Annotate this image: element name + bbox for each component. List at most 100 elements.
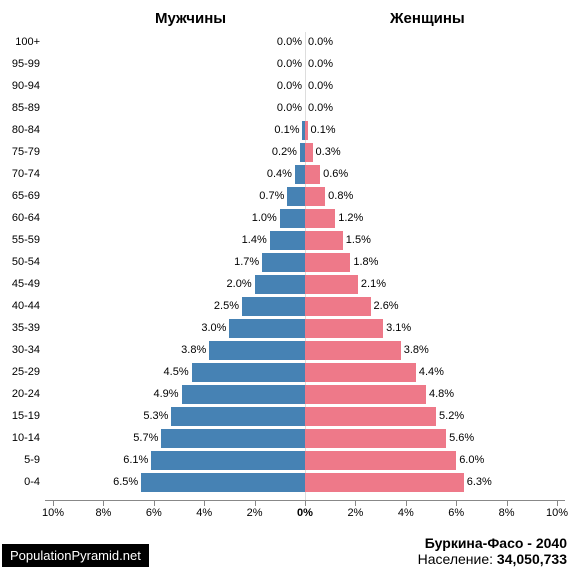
female-bar (305, 297, 371, 316)
male-title: Мужчины (155, 10, 226, 27)
male-value: 4.9% (153, 388, 178, 400)
female-value: 5.2% (439, 410, 464, 422)
male-bar (182, 385, 305, 404)
male-value: 0.0% (277, 102, 302, 114)
male-value: 0.1% (274, 124, 299, 136)
female-value: 6.0% (459, 454, 484, 466)
pyramid-row: 55-591.4%1.5% (45, 230, 565, 252)
female-value: 5.6% (449, 432, 474, 444)
pyramid-row: 5-96.1%6.0% (45, 450, 565, 472)
female-bar (305, 121, 308, 140)
female-value: 0.0% (308, 58, 333, 70)
population-pyramid-chart: Мужчины Женщины 100+0.0%0.0%95-990.0%0.0… (45, 10, 565, 510)
pyramid-row: 65-690.7%0.8% (45, 186, 565, 208)
x-tick-label: 10% (42, 507, 64, 519)
x-tick (557, 501, 558, 506)
female-value: 1.8% (353, 256, 378, 268)
male-bar (151, 451, 305, 470)
male-value: 2.5% (214, 300, 239, 312)
x-tick (103, 501, 104, 506)
age-label: 75-79 (0, 146, 40, 158)
female-value: 0.1% (311, 124, 336, 136)
x-tick (204, 501, 205, 506)
male-value: 5.7% (133, 432, 158, 444)
male-value: 3.0% (201, 322, 226, 334)
female-bar (305, 319, 383, 338)
female-bar (305, 429, 446, 448)
female-value: 3.8% (404, 344, 429, 356)
age-label: 65-69 (0, 190, 40, 202)
chart-footer: Буркина-Фасо - 2040 Население: 34,050,73… (418, 535, 567, 567)
age-label: 45-49 (0, 278, 40, 290)
pyramid-row: 60-641.0%1.2% (45, 208, 565, 230)
x-tick-label: 8% (95, 507, 111, 519)
pyramid-row: 20-244.9%4.8% (45, 384, 565, 406)
country-year: Буркина-Фасо - 2040 (418, 535, 567, 551)
female-value: 0.8% (328, 190, 353, 202)
female-bar (305, 341, 401, 360)
x-tick (154, 501, 155, 506)
pyramid-row: 80-840.1%0.1% (45, 120, 565, 142)
female-value: 6.3% (467, 476, 492, 488)
male-value: 0.7% (259, 190, 284, 202)
pyramid-row: 70-740.4%0.6% (45, 164, 565, 186)
age-label: 50-54 (0, 256, 40, 268)
female-title: Женщины (390, 10, 465, 27)
male-bar (270, 231, 305, 250)
age-label: 35-39 (0, 322, 40, 334)
male-bar (295, 165, 305, 184)
pyramid-row: 90-940.0%0.0% (45, 76, 565, 98)
pyramid-row: 95-990.0%0.0% (45, 54, 565, 76)
age-label: 90-94 (0, 80, 40, 92)
male-bar (242, 297, 305, 316)
age-label: 25-29 (0, 366, 40, 378)
population-label: Население: (418, 551, 497, 567)
female-value: 1.2% (338, 212, 363, 224)
x-tick-label: 2% (347, 507, 363, 519)
pyramid-row: 25-294.5%4.4% (45, 362, 565, 384)
male-value: 0.0% (277, 80, 302, 92)
source-badge: PopulationPyramid.net (2, 544, 149, 567)
female-value: 0.6% (323, 168, 348, 180)
male-value: 1.7% (234, 256, 259, 268)
male-value: 0.4% (267, 168, 292, 180)
male-bar (141, 473, 305, 492)
female-value: 0.3% (316, 146, 341, 158)
male-value: 1.4% (242, 234, 267, 246)
male-value: 6.5% (113, 476, 138, 488)
female-value: 2.6% (374, 300, 399, 312)
male-bar (280, 209, 305, 228)
x-tick-label: 0% (297, 507, 313, 519)
pyramid-row: 45-492.0%2.1% (45, 274, 565, 296)
female-value: 4.4% (419, 366, 444, 378)
age-label: 0-4 (0, 476, 40, 488)
x-tick-label: 4% (196, 507, 212, 519)
female-bar (305, 363, 416, 382)
pyramid-row: 30-343.8%3.8% (45, 340, 565, 362)
female-value: 4.8% (429, 388, 454, 400)
x-axis: 10%8%6%4%2%0%2%4%6%8%10% (45, 500, 565, 531)
pyramid-row: 100+0.0%0.0% (45, 32, 565, 54)
x-tick (406, 501, 407, 506)
female-bar (305, 451, 456, 470)
male-value: 6.1% (123, 454, 148, 466)
age-label: 15-19 (0, 410, 40, 422)
male-bar (192, 363, 305, 382)
age-label: 70-74 (0, 168, 40, 180)
female-bar (305, 253, 350, 272)
x-tick (507, 501, 508, 506)
x-tick (53, 501, 54, 506)
female-bar (305, 143, 313, 162)
x-tick (456, 501, 457, 506)
x-tick (255, 501, 256, 506)
age-label: 10-14 (0, 432, 40, 444)
age-label: 40-44 (0, 300, 40, 312)
female-value: 0.0% (308, 36, 333, 48)
pyramid-row: 50-541.7%1.8% (45, 252, 565, 274)
x-tick (305, 501, 306, 506)
age-label: 55-59 (0, 234, 40, 246)
male-value: 0.0% (277, 58, 302, 70)
x-tick-label: 2% (247, 507, 263, 519)
age-label: 85-89 (0, 102, 40, 114)
female-bar (305, 275, 358, 294)
